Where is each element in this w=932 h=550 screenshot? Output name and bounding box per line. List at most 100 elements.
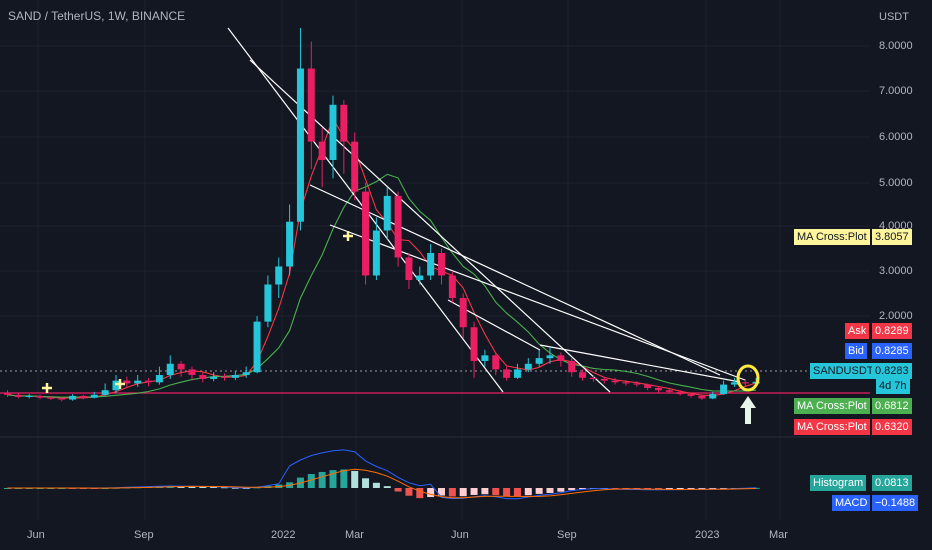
candle (296, 28, 304, 231)
candle (123, 376, 131, 388)
candle (655, 386, 662, 393)
candle (579, 369, 587, 381)
macd-histogram-bar (535, 488, 543, 494)
trend-line (539, 344, 741, 383)
macd-histogram-bar (177, 486, 185, 488)
candle (633, 381, 641, 387)
macd-histogram-bar (579, 488, 587, 490)
bid-value: 0.8285 (872, 343, 912, 359)
candle (14, 393, 22, 399)
macd-histogram-bar (362, 478, 370, 488)
candle (427, 244, 435, 280)
time-tick-label: 2023 (695, 529, 720, 541)
candle (307, 41, 315, 170)
candle (69, 394, 77, 401)
macd-histogram-bar (557, 488, 565, 492)
macd-histogram-bar (524, 488, 532, 496)
candle (481, 349, 489, 367)
price-tick-label: 7.0000 (879, 85, 913, 97)
macd-histogram-bar (698, 488, 706, 490)
candle (676, 390, 684, 396)
macd-histogram-bar (676, 488, 684, 490)
macd-histogram-bar (340, 469, 348, 488)
price-tick-label: 6.0000 (879, 131, 913, 143)
time-tick-label: Mar (345, 529, 364, 541)
ma-cross-plot-green-value: 0.6812 (872, 398, 912, 414)
candle (470, 321, 478, 378)
candle (329, 95, 337, 179)
candle (589, 375, 597, 382)
macd-histogram-bar (752, 487, 760, 489)
macd-histogram-bar (513, 488, 521, 497)
cross-marker (343, 231, 353, 241)
candle (416, 266, 424, 285)
candle (438, 248, 445, 285)
candle (340, 100, 348, 174)
candle (253, 316, 261, 374)
candle (698, 394, 706, 400)
ma-cross-plot-top-value: 3.8057 (872, 229, 912, 245)
macd-histogram-bar (329, 470, 337, 488)
candle (568, 358, 576, 377)
bar-countdown: 4d 7h (876, 378, 910, 394)
macd-histogram-bar (459, 488, 467, 497)
candle (36, 394, 44, 400)
time-tick-label: Sep (134, 529, 154, 541)
macd-histogram-bar (470, 488, 478, 495)
macd-histogram-bar (383, 486, 391, 488)
candle (25, 394, 33, 399)
cross-marker (115, 379, 125, 389)
price-axis-unit: USDT (879, 11, 909, 23)
candle (611, 377, 619, 385)
price-tick-label: 2.0000 (879, 310, 913, 322)
histogram-label: Histogram (810, 475, 867, 491)
candle (644, 383, 652, 391)
candle (362, 183, 370, 285)
candle (513, 363, 521, 379)
candle (318, 127, 326, 188)
candle (709, 391, 717, 400)
macd-histogram-bar (405, 488, 413, 496)
ask-label: Ask (845, 323, 870, 339)
macd-histogram-bar (546, 488, 554, 493)
candle (242, 366, 250, 378)
candle (546, 346, 554, 364)
macd-histogram-bar (655, 488, 662, 490)
macd-histogram-bar (568, 488, 576, 491)
candle (665, 389, 673, 394)
candle (503, 366, 511, 381)
macd-histogram-bar (709, 488, 717, 489)
time-tick-label: Sep (557, 529, 577, 541)
trend-line (309, 184, 721, 376)
macd-line (7, 449, 757, 500)
ma-cross-plot-red-label: MA Cross:Plot (794, 419, 870, 435)
candle (394, 191, 402, 267)
candle (600, 376, 608, 384)
candle (720, 380, 728, 395)
macd-histogram-bar (210, 486, 218, 488)
candle (741, 378, 749, 386)
candle (622, 380, 630, 386)
macd-histogram-bar (448, 488, 456, 497)
ma-cross-plot-top-label: MA Cross:Plot (794, 229, 870, 245)
candle (286, 204, 294, 276)
candle (535, 349, 543, 367)
candle (221, 373, 228, 381)
up-arrow-icon (740, 396, 756, 424)
candle (210, 372, 218, 382)
macd-histogram-bar (611, 488, 619, 489)
candle (264, 275, 272, 328)
histogram-value: 0.0813 (872, 475, 912, 491)
candle (557, 352, 565, 367)
candle (492, 352, 500, 376)
candle (687, 393, 695, 398)
candle (4, 390, 11, 397)
macd-histogram-bar (394, 488, 402, 492)
signal-line (7, 468, 757, 499)
candle (134, 375, 142, 387)
bid-label: Bid (845, 343, 867, 359)
macd-histogram-bar (438, 488, 445, 496)
time-tick-label: 2022 (271, 529, 296, 541)
macd-histogram-bar (188, 486, 196, 488)
